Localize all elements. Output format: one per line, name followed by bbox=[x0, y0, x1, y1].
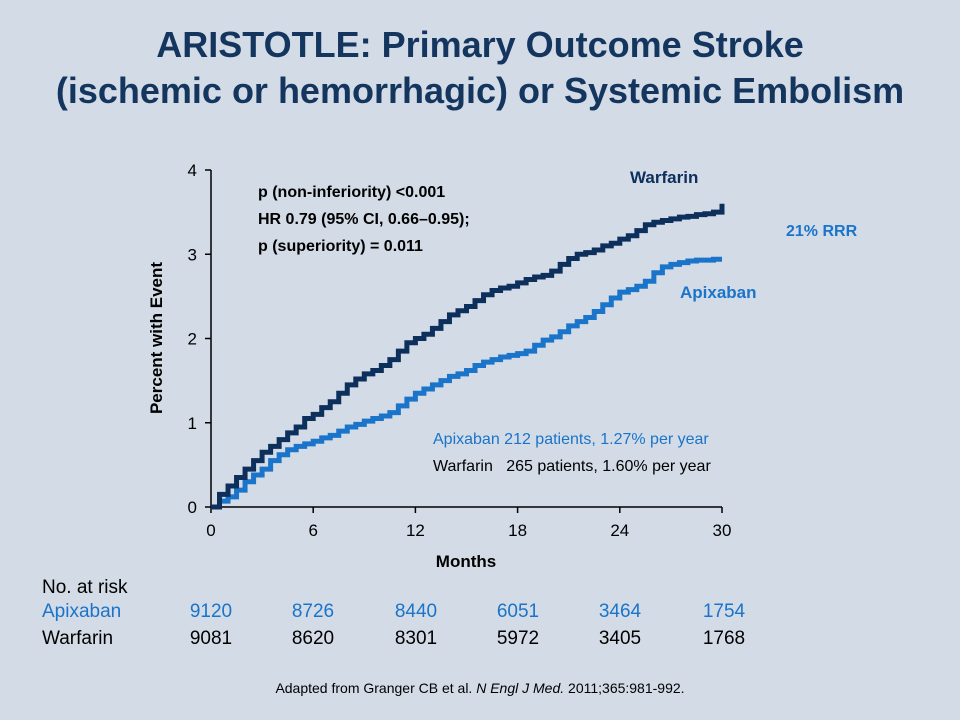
risk-value-apixaban: 9120 bbox=[189, 601, 233, 622]
risk-value-apixaban: 6051 bbox=[496, 601, 540, 622]
y-tick-label: 4 bbox=[188, 161, 197, 180]
y-tick-label: 2 bbox=[188, 330, 197, 349]
chart-series bbox=[211, 203, 725, 510]
y-tick-label: 3 bbox=[188, 245, 197, 264]
risk-value-apixaban: 8440 bbox=[394, 601, 438, 622]
title-line-2: (ischemic or hemorrhagic) or Systemic Em… bbox=[55, 70, 905, 111]
y-axis-label: Percent with Event bbox=[147, 262, 166, 414]
risk-value-apixaban: 1754 bbox=[702, 601, 746, 622]
source-prefix: Adapted from Granger CB et al. bbox=[275, 680, 473, 696]
source-journal: N Engl J Med. bbox=[476, 680, 565, 696]
warfarin-summary: Warfarin 265 patients, 1.60% per year bbox=[433, 458, 711, 475]
y-tick-label: 1 bbox=[188, 414, 197, 433]
warfarin-series-label: Warfarin bbox=[630, 168, 698, 187]
warfarin-curve bbox=[211, 203, 725, 510]
stats-annotation: p (non-inferiority) <0.001 HR 0.79 (95% … bbox=[258, 184, 470, 255]
title-line-1: ARISTOTLE: Primary Outcome Stroke bbox=[156, 24, 804, 65]
risk-value-apixaban: 8726 bbox=[291, 601, 335, 622]
risk-value-warfarin: 8620 bbox=[291, 628, 335, 649]
rrr-annotation: 21% RRR bbox=[786, 223, 858, 240]
source-suffix: 2011;365:981-992. bbox=[568, 680, 685, 696]
risk-value-warfarin: 3405 bbox=[598, 628, 642, 649]
risk-value-warfarin: 5972 bbox=[496, 628, 540, 649]
risk-value-apixaban: 3464 bbox=[598, 601, 642, 622]
apixaban-series-label: Apixaban bbox=[680, 283, 757, 302]
risk-row-warfarin-label: Warfarin bbox=[42, 628, 114, 649]
apixaban-summary: Apixaban 212 patients, 1.27% per year bbox=[433, 431, 709, 448]
x-axis-label: Months bbox=[436, 552, 496, 571]
stats-line-2: HR 0.79 (95% CI, 0.66–0.95); bbox=[258, 211, 470, 228]
risk-value-warfarin: 8301 bbox=[394, 628, 438, 649]
x-tick-label: 24 bbox=[610, 521, 629, 540]
x-tick-label: 12 bbox=[406, 521, 425, 540]
stats-line-3: p (superiority) = 0.011 bbox=[258, 238, 423, 255]
apixaban-curve bbox=[211, 256, 722, 510]
risk-table-header: No. at risk bbox=[42, 577, 128, 598]
x-tick-label: 30 bbox=[713, 521, 732, 540]
x-tick-label: 0 bbox=[206, 521, 215, 540]
x-tick-label: 18 bbox=[508, 521, 527, 540]
x-tick-label: 6 bbox=[308, 521, 317, 540]
source-citation: Adapted from Granger CB et al. N Engl J … bbox=[0, 680, 960, 696]
slide-title: ARISTOTLE: Primary Outcome Stroke (ische… bbox=[0, 22, 960, 114]
stats-line-1: p (non-inferiority) <0.001 bbox=[258, 184, 445, 201]
risk-value-warfarin: 9081 bbox=[189, 628, 233, 649]
risk-row-apixaban-label: Apixaban bbox=[42, 601, 122, 622]
risk-value-warfarin: 1768 bbox=[702, 628, 746, 649]
y-tick-label: 0 bbox=[188, 498, 197, 517]
